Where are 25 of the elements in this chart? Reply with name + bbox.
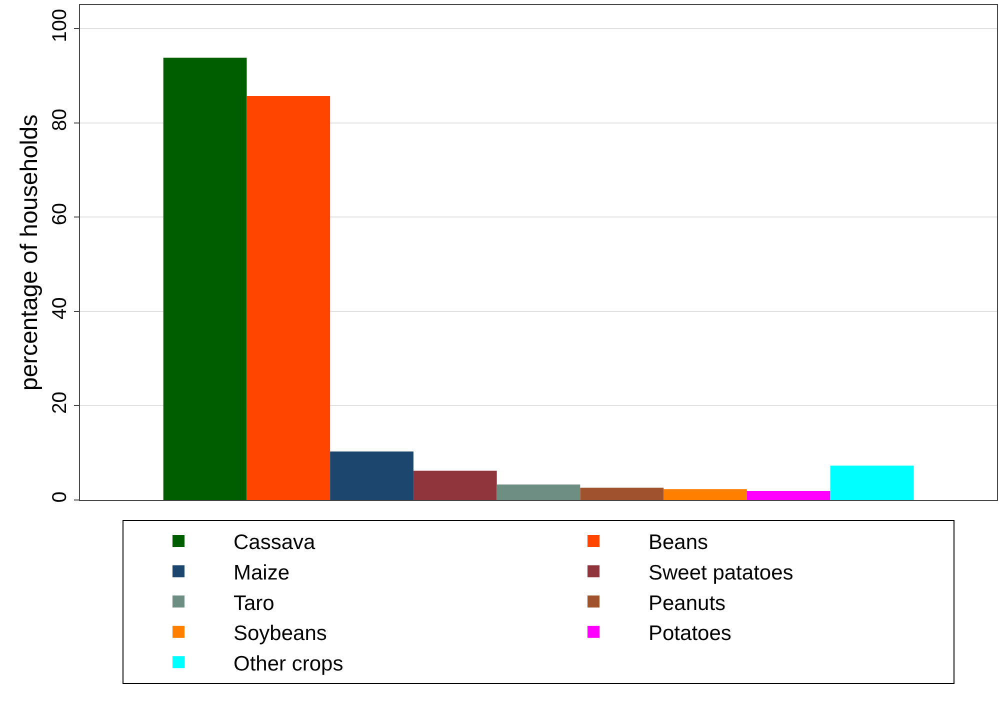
y-tick-label: 40 xyxy=(49,297,71,320)
bar xyxy=(496,484,580,500)
y-tick-label: 60 xyxy=(49,203,71,226)
legend-label: Other crops xyxy=(234,652,344,676)
legend-label: Beans xyxy=(648,531,708,554)
legend-label: Soybeans xyxy=(234,622,327,646)
bar xyxy=(664,489,747,500)
legend-label: Potatoes xyxy=(648,622,732,646)
bar xyxy=(413,470,497,500)
legend-label: Taro xyxy=(234,592,274,615)
y-tick-label: 80 xyxy=(49,108,71,131)
bar xyxy=(830,466,914,500)
legend-label: Maize xyxy=(234,561,290,584)
legend-label: Sweet patatoes xyxy=(648,561,794,584)
y-tick-label: 100 xyxy=(49,8,71,42)
bar xyxy=(330,451,414,500)
legend-label: Cassava xyxy=(234,531,316,554)
bar xyxy=(163,58,247,500)
y-tick-label: 20 xyxy=(49,392,71,414)
y-tick-label: 0 xyxy=(49,491,71,503)
bar xyxy=(246,96,330,500)
bar xyxy=(746,491,830,500)
legend-label: Peanuts xyxy=(648,592,726,615)
y-axis-title: percentage of households xyxy=(16,114,44,391)
bar xyxy=(580,488,664,500)
